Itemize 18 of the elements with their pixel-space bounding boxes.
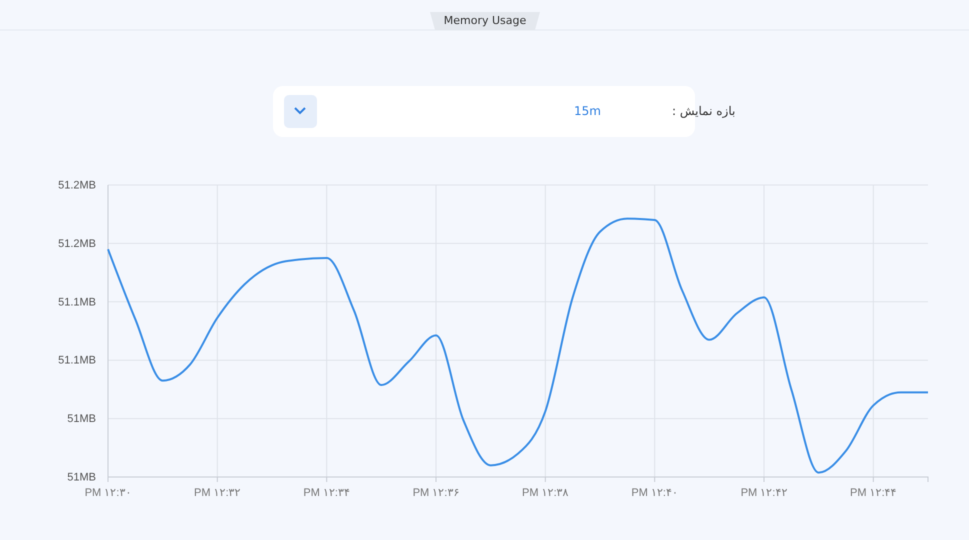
x-tick-label: PM ۱۲:۳۰ — [84, 487, 132, 499]
text: بازه نمایش : — [672, 104, 736, 118]
y-tick-label: 51MB — [67, 413, 96, 426]
y-tick-label: 51.1MB — [58, 354, 96, 367]
y-tick-label: 51.2MB — [58, 238, 96, 250]
line-series — [107, 218, 929, 474]
y-tick-label: 51.1MB — [58, 296, 96, 308]
x-tick-label: PM ۱۲:۴۴ — [850, 487, 897, 499]
chart-title: Memory Usage — [444, 14, 526, 27]
x-tick-label: PM ۱۲:۳۸ — [522, 487, 569, 499]
x-tick-label: PM ۱۲:۳۲ — [194, 487, 241, 499]
x-tick-label: PM ۱۲:۴۲ — [740, 487, 788, 499]
x-tick-label: PM ۱۲:۳۶ — [412, 487, 460, 499]
y-tick-label: 51MB — [67, 472, 96, 484]
text: 15m — [574, 104, 601, 118]
x-tick-label: PM ۱۲:۳۴ — [303, 487, 350, 499]
y-tick-label: 51.2MB — [58, 180, 96, 192]
x-tick-label: PM ۱۲:۴۰ — [631, 487, 678, 499]
